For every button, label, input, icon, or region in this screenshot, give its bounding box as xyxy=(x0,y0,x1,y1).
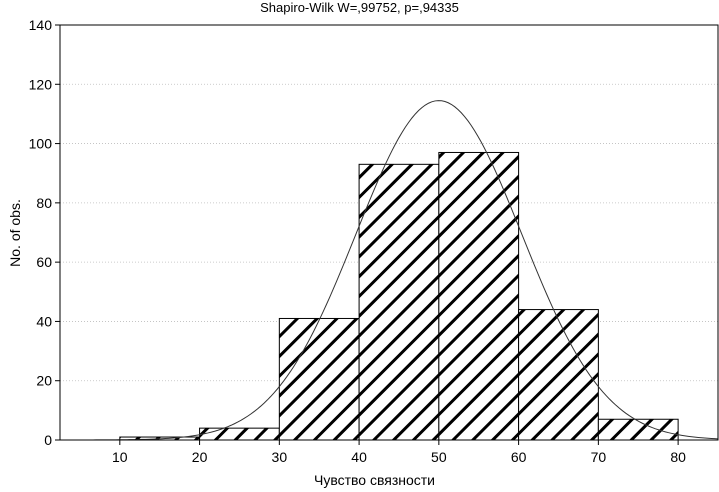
y-tick-label: 0 xyxy=(44,432,52,448)
histogram-bar xyxy=(358,163,440,441)
normal-curve xyxy=(60,100,719,441)
y-axis-ticks: 0 20 40 60 80 100 120 140 xyxy=(29,17,60,448)
x-tick-label: 10 xyxy=(112,449,128,465)
histogram-bar xyxy=(597,418,679,441)
histogram-bar xyxy=(438,151,520,441)
y-tick-label: 140 xyxy=(29,17,53,33)
chart-title: Shapiro-Wilk W=,99752, p=,94335 xyxy=(260,0,459,15)
x-tick-label: 60 xyxy=(511,449,527,465)
x-tick-label: 30 xyxy=(272,449,288,465)
y-tick-label: 20 xyxy=(36,373,52,389)
histogram-bar xyxy=(518,309,599,441)
y-tick-label: 100 xyxy=(29,136,53,152)
histogram-bars xyxy=(119,151,679,441)
x-tick-label: 80 xyxy=(670,449,686,465)
histogram-bar xyxy=(199,427,280,441)
y-tick-label: 60 xyxy=(36,254,52,270)
plot-frame xyxy=(59,24,719,441)
x-axis-ticks: 10 20 30 40 50 60 70 80 xyxy=(112,440,686,465)
x-tick-label: 70 xyxy=(591,449,607,465)
x-tick-label: 40 xyxy=(351,449,367,465)
x-tick-label: 50 xyxy=(431,449,447,465)
y-axis-label: No. of obs. xyxy=(7,199,23,267)
y-tick-label: 40 xyxy=(36,313,52,329)
y-tick-label: 120 xyxy=(29,76,53,92)
histogram-bar xyxy=(278,317,360,441)
x-axis-label: Чувство связности xyxy=(313,472,435,488)
x-tick-label: 20 xyxy=(192,449,208,465)
y-tick-label: 80 xyxy=(36,195,52,211)
